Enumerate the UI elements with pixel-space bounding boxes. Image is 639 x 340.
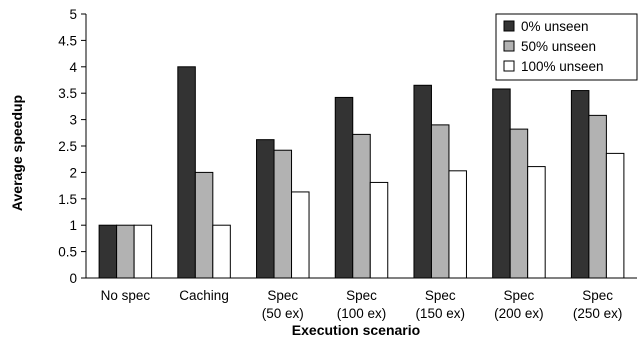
bar: [369, 181, 389, 279]
legend-swatch: [503, 20, 515, 32]
bar: [588, 114, 607, 279]
bar: [194, 171, 214, 279]
bar: [256, 139, 275, 279]
legend-label: 100% unseen: [521, 59, 604, 74]
bar: [133, 224, 153, 279]
bar: [492, 88, 511, 279]
y-tick-label: 0.5: [58, 245, 77, 260]
x-tick-label: (200 ex): [494, 306, 544, 321]
bar: [527, 166, 546, 279]
y-tick-label: 2.5: [58, 139, 77, 154]
x-tick-label: No spec: [101, 288, 151, 303]
y-axis-ticks: 0 0.5 1 1.5 2 2.5 3 3.5 4 4.5 5: [58, 7, 86, 286]
y-axis-title: Average speedup: [9, 95, 25, 211]
y-tick-label: 1: [69, 218, 77, 233]
x-tick-label: Spec: [582, 288, 613, 303]
y-tick-label: 3.5: [58, 86, 77, 101]
x-tick-label: Spec: [425, 288, 456, 303]
x-axis-title: Execution scenario: [292, 322, 420, 338]
x-tick-label: Spec: [346, 288, 377, 303]
x-tick-label: Spec: [267, 288, 298, 303]
legend-label: 0% unseen: [521, 19, 589, 34]
y-tick-label: 4.5: [58, 33, 77, 48]
bar: [413, 84, 432, 279]
y-tick-label: 0: [69, 271, 77, 286]
bar: [212, 224, 231, 279]
bar: [605, 152, 625, 279]
bar: [98, 224, 118, 279]
y-tick-label: 2: [69, 165, 77, 180]
y-tick-label: 5: [69, 7, 77, 22]
x-tick-label: (50 ex): [262, 306, 304, 321]
bar-marks: [98, 66, 625, 279]
x-tick-label: (150 ex): [415, 306, 465, 321]
legend: 0% unseen 50% unseen 100% unseen: [495, 13, 638, 81]
x-axis-tick-labels: No spec Caching Spec (50 ex) Spec (100 ex) Spe…: [101, 288, 623, 321]
bar: [291, 191, 310, 279]
bar: [509, 128, 529, 279]
x-tick-label: (100 ex): [337, 306, 387, 321]
bar: [352, 133, 371, 279]
legend-swatch: [503, 60, 515, 72]
y-tick-label: 1.5: [58, 192, 77, 207]
axes: [85, 14, 637, 279]
bar: [448, 170, 467, 279]
legend-swatch: [503, 40, 515, 52]
y-tick-label: 3: [69, 113, 77, 128]
bar: [273, 149, 293, 279]
legend-box: [495, 13, 638, 81]
legend-label: 50% unseen: [521, 39, 596, 54]
bar: [570, 90, 590, 279]
bar: [116, 224, 135, 279]
x-tick-label: Spec: [504, 288, 535, 303]
y-tick-label: 4: [69, 60, 77, 75]
bar: [177, 66, 196, 279]
bar: [430, 124, 450, 279]
x-tick-label: Caching: [179, 288, 229, 303]
bar: [334, 96, 354, 279]
x-tick-label: (250 ex): [573, 306, 623, 321]
